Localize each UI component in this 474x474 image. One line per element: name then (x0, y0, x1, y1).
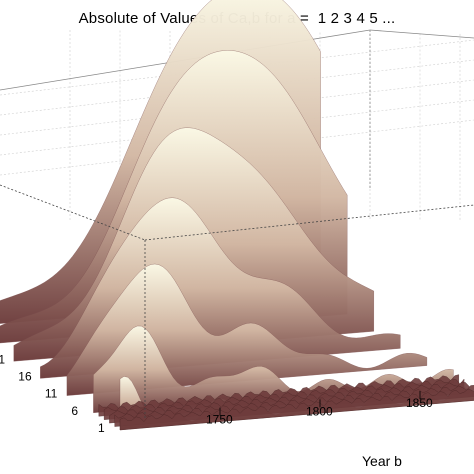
surface-ripple-1 (119, 388, 474, 431)
y-tick-16: 16 (18, 369, 32, 383)
surface-ridge-6 (93, 325, 454, 413)
y-tick-21: 21 (0, 352, 5, 366)
x-tick-1800: 1800 (306, 404, 333, 418)
x-axis-label: Year b (362, 453, 402, 469)
surface (0, 0, 474, 431)
y-tick-1: 1 (98, 421, 105, 435)
x-tick-1750: 1750 (206, 413, 233, 427)
y-tick-labels: 161116212631 (0, 352, 105, 435)
y-tick-6: 6 (71, 404, 78, 418)
x-tick-labels: 1750 1800 1850 (206, 391, 433, 427)
y-tick-11: 11 (45, 387, 58, 401)
box-front-edges (0, 184, 474, 420)
x-tick-1850: 1850 (406, 396, 433, 410)
